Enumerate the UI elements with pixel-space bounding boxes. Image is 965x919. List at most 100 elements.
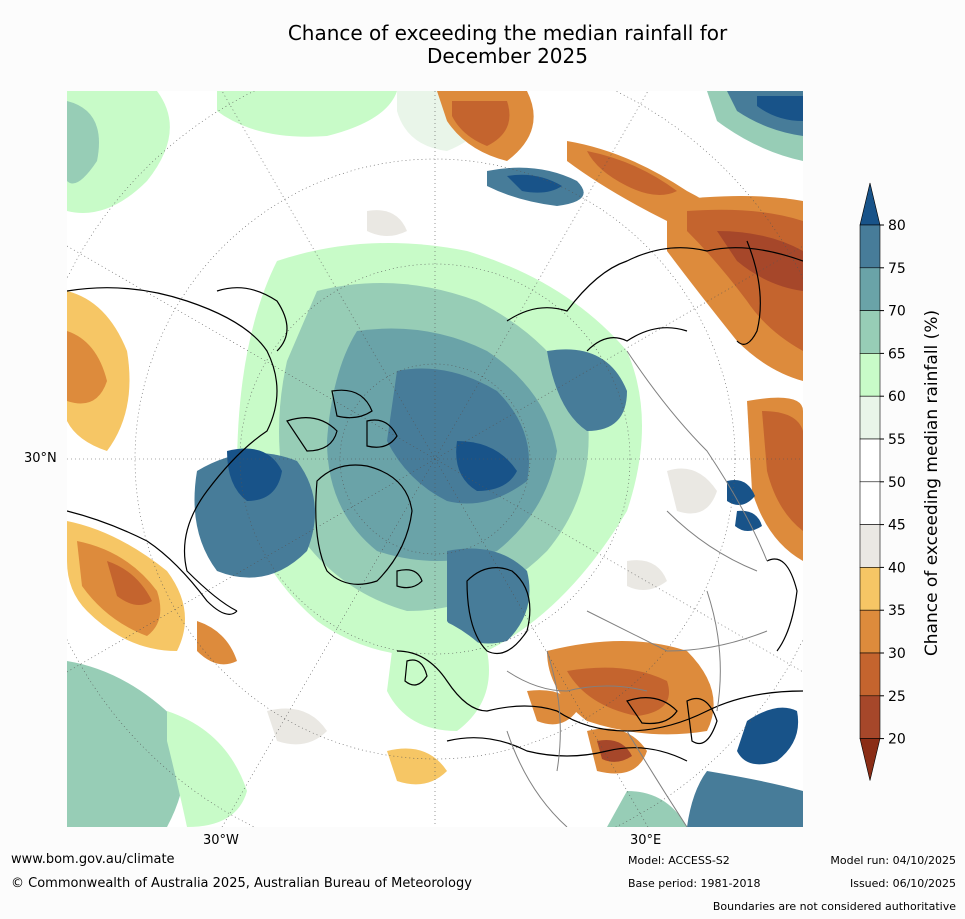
footer-disclaimer: Boundaries are not considered authoritat… [712, 900, 956, 913]
coastline-canadian-archipelago [286, 389, 398, 452]
colorbar-tick-label: 80 [888, 218, 906, 234]
colorbar-bin [859, 310, 881, 354]
coastline-black-sea [626, 697, 678, 725]
field-patch [587, 151, 677, 195]
coastline-europe [396, 650, 803, 732]
coastline-siberia [506, 247, 803, 352]
map-svg [67, 91, 803, 827]
field-patch [667, 468, 717, 514]
coastline-kamchatka [736, 240, 761, 345]
field-patch [197, 621, 237, 665]
colorbar-bin [859, 224, 881, 269]
colorbar-tick-label: 20 [888, 732, 906, 748]
national-borders [506, 350, 768, 827]
field-patch [107, 561, 152, 605]
field-patch [67, 331, 107, 404]
colorbar-bin [859, 695, 881, 739]
field-patch [547, 349, 627, 431]
colorbar-tick-label: 60 [888, 389, 906, 405]
field-patch [627, 560, 667, 590]
border-line [506, 670, 648, 692]
meridian-line [67, 245, 803, 673]
coastline-japan [766, 558, 798, 652]
field-patch [217, 91, 397, 137]
field-patch [727, 480, 755, 505]
footer-issued: Issued: 06/10/2025 [849, 877, 956, 890]
border-line [706, 590, 721, 712]
colorbar-extend-low [859, 738, 881, 781]
colorbar-extend-high [859, 182, 881, 226]
coastline-mediterranean [446, 737, 688, 762]
colorbar-bin [859, 524, 881, 568]
colorbar-tick-label: 45 [888, 518, 906, 534]
colorbar-title: Chance of exceeding median rainfall (%) [922, 309, 942, 657]
colorbar-bin [859, 609, 881, 654]
field-patch [737, 707, 799, 765]
border-line [506, 730, 568, 827]
footer-copyright: © Commonwealth of Australia 2025, Austra… [11, 876, 472, 891]
field-patch [456, 441, 517, 491]
colorbar-bin [859, 353, 881, 397]
coastline-scandinavia [466, 567, 531, 655]
border-line [586, 610, 768, 652]
field-patch [194, 453, 315, 578]
title-line-2: December 2025 [427, 44, 588, 68]
coastline-north-america [67, 287, 278, 615]
colorbar-bin [859, 267, 881, 311]
border-line [626, 730, 688, 827]
colorbar: 20 25 30 35 40 45 50 55 60 65 70 75 80 [850, 180, 965, 785]
colorbar-bin [859, 652, 881, 697]
lat-label-30n: 30°N [24, 451, 57, 466]
coastline-greenland [315, 464, 413, 585]
colorbar-tick-label: 25 [888, 689, 906, 705]
field-patch [717, 231, 803, 291]
map-title: Chance of exceeding the median rainfall … [200, 22, 815, 68]
footer-model: Model: ACCESS-S2 [628, 854, 730, 867]
field-patch [387, 748, 447, 785]
field-patch [447, 548, 530, 644]
colorbar-bin [859, 438, 881, 483]
field-patch [227, 448, 282, 501]
graticule [67, 91, 803, 827]
colorbar-tick-label: 35 [888, 603, 906, 619]
colorbar-bin [859, 567, 881, 611]
field-patch [597, 740, 632, 762]
colorbar-tick-label: 55 [888, 432, 906, 448]
coastline-iceland [396, 569, 423, 589]
colorbar-tick-label: 30 [888, 646, 906, 662]
coastline-alaska [216, 287, 288, 352]
field-patch [757, 96, 803, 121]
lon-label-30w: 30°W [203, 833, 239, 848]
colorbar-bin [859, 481, 881, 525]
field-patch [452, 101, 510, 146]
border-line [666, 510, 758, 572]
coastline-british-isles [404, 659, 428, 686]
colorbar-tick-label: 40 [888, 560, 906, 576]
border-line [626, 350, 768, 562]
colorbar-tick-label: 50 [888, 475, 906, 491]
field-patch [167, 711, 247, 827]
coastlines [67, 240, 803, 762]
title-line-1: Chance of exceeding the median rainfall … [287, 21, 728, 45]
colorbar-tick-label: 70 [888, 304, 906, 320]
footer-website: www.bom.gov.au/climate [11, 852, 175, 867]
latitude-circle [339, 363, 531, 555]
field-patch [267, 708, 327, 745]
field-patch [67, 101, 99, 184]
field-patch [367, 210, 407, 236]
colorbar-bin [859, 395, 881, 440]
colorbar-tick-label: 65 [888, 346, 906, 362]
meridian-line [221, 91, 649, 827]
probability-fields [67, 91, 803, 827]
rainfall-map [67, 91, 803, 827]
colorbar-tick-label: 75 [888, 261, 906, 277]
field-patch [567, 667, 669, 716]
coastline-caspian [686, 697, 718, 745]
field-patch [762, 411, 803, 531]
meridian-line [67, 245, 803, 673]
meridian-line [221, 91, 649, 827]
lon-label-30e: 30°E [630, 833, 662, 848]
border-line [546, 650, 561, 772]
footer-base-period: Base period: 1981-2018 [628, 877, 761, 890]
field-patch [687, 771, 803, 827]
